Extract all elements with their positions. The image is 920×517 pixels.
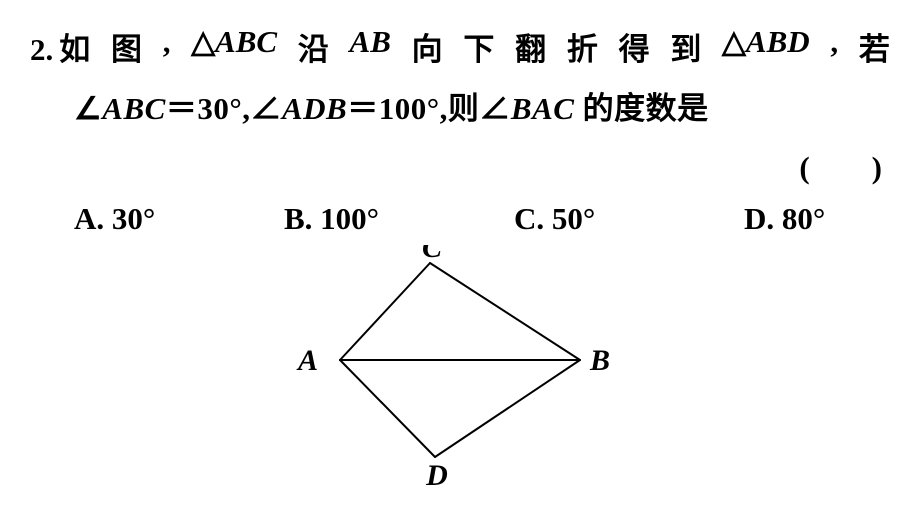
svg-text:A: A bbox=[296, 344, 318, 377]
txt: 得 bbox=[619, 24, 650, 69]
txt: 翻 bbox=[515, 24, 546, 69]
txt: 向 bbox=[412, 24, 443, 69]
page: 2. 如 图 , △ABC 沿 AB 向 下 翻 折 得 到 △ABD , 若 … bbox=[0, 0, 920, 485]
option-a: A. 30° bbox=[74, 201, 284, 237]
question-line-1: 2. 如 图 , △ABC 沿 AB 向 下 翻 折 得 到 △ABD , 若 bbox=[30, 24, 890, 69]
txt: 下 bbox=[463, 24, 494, 69]
triangle-figure: A B C D bbox=[270, 245, 650, 485]
angle-text: ∠ABC＝30°,∠ADB＝100°,则∠BAC 的度数是 bbox=[74, 91, 709, 126]
txt: , bbox=[830, 24, 838, 69]
figure-container: A B C D bbox=[30, 245, 890, 485]
txt: 图 bbox=[111, 24, 142, 69]
question-line-1-body: 如 图 , △ABC 沿 AB 向 下 翻 折 得 到 △ABD , 若 bbox=[59, 24, 890, 69]
txt: 沿 bbox=[298, 24, 329, 69]
txt: AB bbox=[350, 24, 391, 69]
txt: , bbox=[163, 24, 171, 69]
txt: ABD bbox=[746, 24, 810, 60]
txt: 折 bbox=[567, 24, 598, 69]
txt: 如 bbox=[59, 24, 90, 69]
question-line-2: ∠ABC＝30°,∠ADB＝100°,则∠BAC 的度数是 bbox=[30, 83, 890, 128]
option-b: B. 100° bbox=[284, 201, 514, 237]
svg-text:C: C bbox=[422, 245, 443, 264]
svg-text:B: B bbox=[589, 344, 610, 377]
txt: ABC bbox=[215, 24, 277, 60]
option-c: C. 50° bbox=[514, 201, 744, 237]
triangle-symbol: △ bbox=[191, 24, 215, 60]
txt: 若 bbox=[859, 24, 890, 69]
answer-blank: ( ) bbox=[30, 142, 890, 187]
svg-text:D: D bbox=[425, 459, 448, 485]
options-row: A. 30° B. 100° C. 50° D. 80° bbox=[30, 201, 890, 237]
triangle-symbol: △ bbox=[722, 24, 746, 60]
question-number: 2. bbox=[30, 32, 53, 68]
txt: 到 bbox=[670, 24, 701, 69]
option-d: D. 80° bbox=[744, 201, 825, 237]
